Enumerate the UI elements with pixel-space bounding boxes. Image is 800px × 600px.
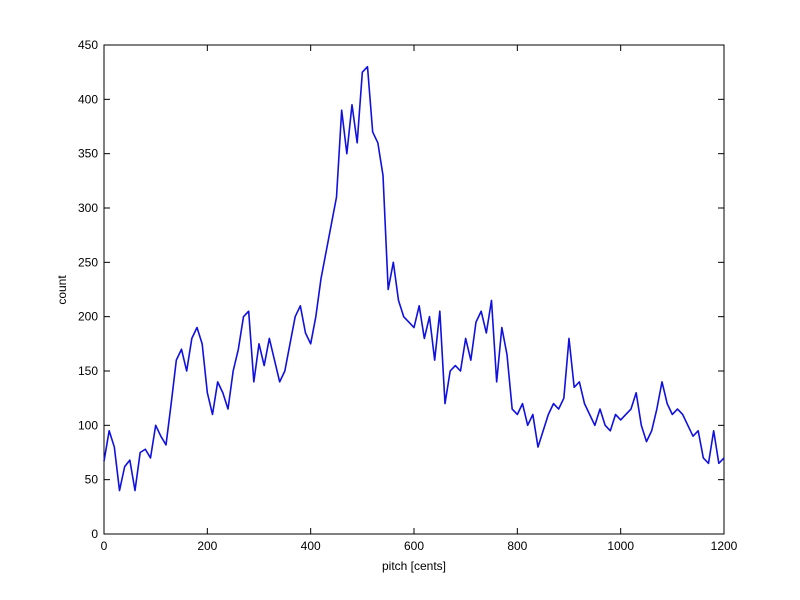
x-tick-label: 1000 xyxy=(607,539,634,553)
x-tick-label: 200 xyxy=(197,539,217,553)
x-tick-label: 800 xyxy=(507,539,527,553)
y-tick-label: 200 xyxy=(78,310,98,324)
y-tick-label: 50 xyxy=(85,473,99,487)
x-tick-label: 400 xyxy=(301,539,321,553)
y-tick-label: 450 xyxy=(78,38,98,52)
x-tick-label: 0 xyxy=(101,539,108,553)
x-tick-label: 1200 xyxy=(711,539,738,553)
y-axis-label: count xyxy=(55,275,69,305)
y-tick-label: 150 xyxy=(78,364,98,378)
y-tick-label: 350 xyxy=(78,147,98,161)
y-tick-label: 300 xyxy=(78,201,98,215)
y-tick-label: 100 xyxy=(78,418,98,432)
plot-frame xyxy=(103,44,725,535)
x-tick-label: 600 xyxy=(404,539,424,553)
y-tick-label: 0 xyxy=(91,527,98,541)
x-axis-label: pitch [cents] xyxy=(382,559,446,573)
y-tick-label: 250 xyxy=(78,255,98,269)
y-tick-label: 400 xyxy=(78,92,98,106)
data-line xyxy=(103,65,725,492)
